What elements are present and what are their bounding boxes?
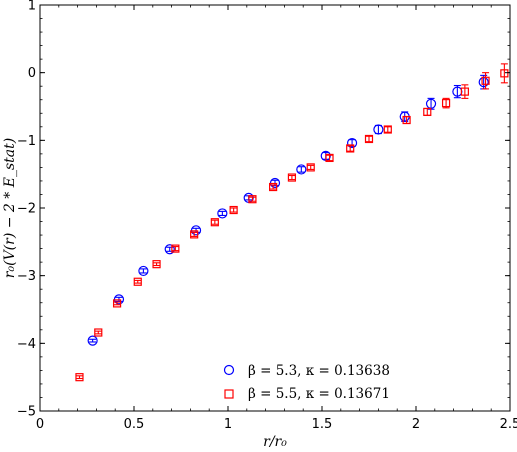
data-point-square <box>441 99 451 108</box>
x-tick-label: 2.5 <box>500 417 517 432</box>
y-tick-label: −1 <box>17 134 36 149</box>
data-point-square <box>306 163 315 172</box>
data-point-square <box>171 244 180 253</box>
series-2 <box>75 63 509 382</box>
data-point-circle <box>164 244 175 255</box>
y-tick-label: −5 <box>17 405 36 420</box>
data-point-circle <box>296 164 307 175</box>
data-point-circle <box>346 137 358 149</box>
data-point-square <box>210 218 219 227</box>
data-point-circle <box>373 124 384 135</box>
data-point-square <box>152 260 161 269</box>
data-point-square <box>112 299 122 308</box>
x-tick-label: 1.5 <box>312 417 333 432</box>
x-tick-label: 1 <box>224 417 232 432</box>
x-axis-label: r/r₀ <box>263 434 287 450</box>
data-point-circle <box>217 208 228 219</box>
data-point-circle <box>87 335 98 346</box>
data-point-square <box>500 69 509 78</box>
x-tick-label: 0 <box>36 417 44 432</box>
x-tick-label: 2 <box>412 417 420 432</box>
data-point-square <box>190 230 199 239</box>
data-point-square <box>248 195 257 204</box>
data-point-square <box>346 144 355 153</box>
data-point-square <box>229 205 238 215</box>
data-point-square <box>325 153 334 163</box>
y-tick-label: −4 <box>17 337 36 352</box>
x-tick-label: 0.5 <box>124 417 145 432</box>
data-point-circle <box>138 265 149 277</box>
data-point-square <box>423 107 432 117</box>
legend: β = 5.3, κ = 0.13638 β = 5.5, κ = 0.1367… <box>223 363 390 402</box>
legend-label-beta-5-5: β = 5.5, κ = 0.13671 <box>248 386 390 402</box>
y-axis-label: r₀(V(r) − 2 * E_stat) <box>2 138 18 278</box>
data-point-square <box>133 277 142 286</box>
data-point-square <box>481 76 490 85</box>
data-point-square <box>94 328 103 337</box>
legend-label-beta-5-3: β = 5.3, κ = 0.13638 <box>248 363 390 379</box>
legend-marker-circle <box>223 364 235 376</box>
data-point-square <box>75 373 84 382</box>
y-tick-label: −3 <box>17 269 36 284</box>
tick-labels: 0 0.5 1 1.5 2 2.5 −5 −4 −3 −2 −1 0 1 <box>17 0 517 432</box>
data-point-square <box>269 182 278 192</box>
data-point-square <box>364 134 374 144</box>
y-tick-label: −2 <box>17 202 36 217</box>
data-point-square <box>287 173 297 182</box>
data-marks <box>75 63 509 382</box>
axis-ticks <box>39 4 511 412</box>
y-tick-label: 0 <box>28 66 36 81</box>
series-1 <box>87 74 489 346</box>
data-point-square <box>402 115 411 125</box>
data-point-square <box>383 125 392 134</box>
legend-marker-square <box>224 389 234 399</box>
y-tick-label: 1 <box>28 0 36 14</box>
data-point-square <box>460 87 469 96</box>
